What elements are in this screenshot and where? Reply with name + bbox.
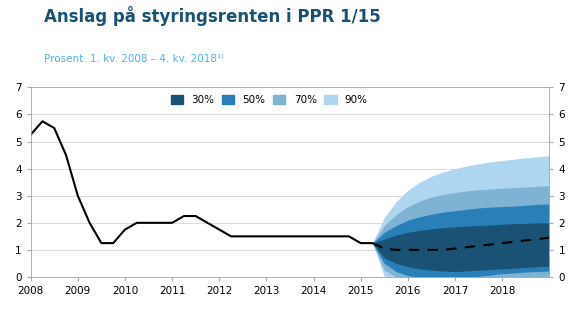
Text: Anslag på styringsrenten i PPR 1/15: Anslag på styringsrenten i PPR 1/15: [44, 6, 380, 26]
Legend: 30%, 50%, 70%, 90%: 30%, 50%, 70%, 90%: [169, 93, 370, 107]
Text: Prosent. 1. kv. 2008 – 4. kv. 2018¹⁾: Prosent. 1. kv. 2008 – 4. kv. 2018¹⁾: [44, 54, 223, 64]
